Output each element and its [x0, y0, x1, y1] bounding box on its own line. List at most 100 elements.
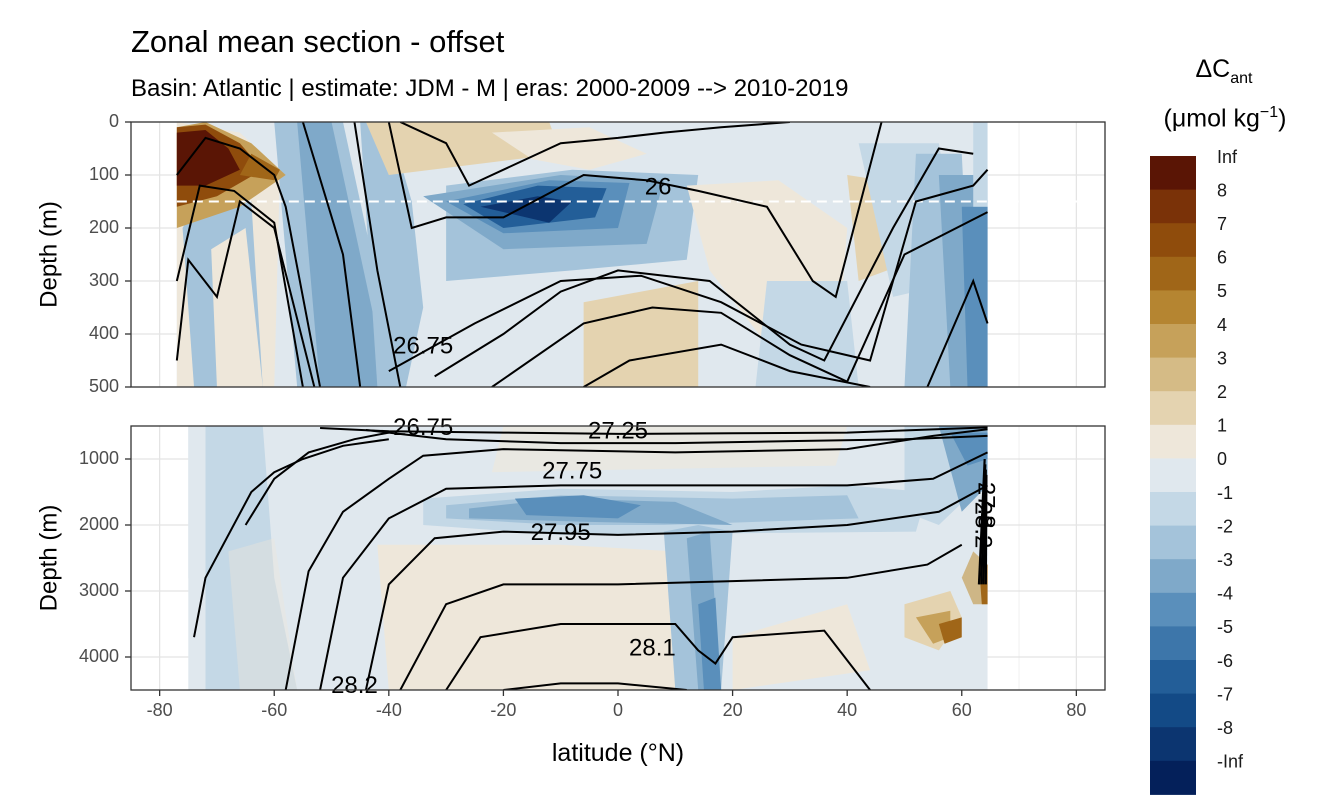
- isopycnal-line: [353, 122, 402, 387]
- isopycnal-line: [491, 211, 989, 387]
- contour-label: 26.75: [393, 333, 453, 360]
- x-tick-label: 0: [613, 700, 623, 720]
- contour-label: 27.8: [972, 482, 999, 529]
- legend-label: 5: [1217, 281, 1227, 301]
- isopycnal-line: [434, 147, 974, 378]
- legend-swatch: [1150, 592, 1196, 627]
- contour-label: 28.2: [969, 502, 996, 549]
- contour-label: 27.95: [531, 519, 591, 546]
- legend-label: 2: [1217, 382, 1227, 402]
- legend-title: ΔCant: [1195, 55, 1253, 87]
- contour-band: [698, 597, 722, 690]
- legend-label: 4: [1217, 315, 1227, 335]
- y-axis-title: Depth (m): [35, 505, 62, 612]
- legend-units: (μmol kg−1): [1163, 104, 1287, 133]
- legend-label: -Inf: [1217, 752, 1244, 772]
- chart-subtitle: Basin: Atlantic | estimate: JDM - M | er…: [131, 75, 849, 102]
- contour-band: [491, 426, 848, 473]
- isopycnal-line: [364, 484, 989, 690]
- legend-label: -4: [1217, 584, 1233, 604]
- x-tick-label: 40: [837, 700, 857, 720]
- legend-swatch: [1150, 727, 1196, 762]
- isopycnal-lines: [175, 122, 989, 387]
- x-tick-label: 80: [1066, 700, 1086, 720]
- contour-band: [176, 129, 240, 186]
- y-tick-label: 2000: [79, 514, 119, 534]
- legend-label: -5: [1217, 617, 1233, 637]
- legend-swatch: [1150, 660, 1196, 695]
- panel-border: [130, 121, 1106, 388]
- y-tick-label: 0: [109, 111, 119, 131]
- contour-band: [973, 122, 988, 207]
- legend-swatch: [1150, 324, 1196, 359]
- isopycnal-line: [301, 122, 362, 387]
- isopycnal-line: [193, 438, 389, 638]
- legend-label: 0: [1217, 449, 1227, 469]
- isopycnal-line: [399, 543, 963, 690]
- isopycnal-line: [175, 199, 316, 387]
- contour-band: [514, 495, 641, 519]
- legend-swatch: [1150, 458, 1196, 493]
- y-tick-label: 300: [89, 270, 119, 290]
- legend-swatch: [1150, 391, 1196, 426]
- y-tick-label: 200: [89, 217, 119, 237]
- x-axis-title: latitude (°N): [552, 739, 684, 767]
- legend-label: -2: [1217, 516, 1233, 536]
- contour-band: [239, 153, 280, 181]
- isopycnal-line: [365, 428, 988, 445]
- isopycnal-line: [399, 122, 790, 187]
- legend-swatch: [1150, 693, 1196, 728]
- x-tick-label: -20: [490, 700, 516, 720]
- legend-label: -3: [1217, 550, 1233, 570]
- isopycnal-line: [175, 184, 304, 387]
- contour-band: [583, 281, 699, 387]
- contour-band: [360, 122, 424, 387]
- legend-swatch: [1150, 156, 1196, 191]
- y-tick-label: 3000: [79, 580, 119, 600]
- legend-swatch: [1150, 525, 1196, 560]
- isopycnal-lines: [193, 426, 989, 690]
- isopycnal-line: [388, 169, 989, 372]
- legend-swatch: [1150, 492, 1196, 527]
- legend-swatch: [1150, 424, 1196, 459]
- color-legend: Inf 8 7 6 5 4 3 2 1 0 -1 -2 -3 -4 -5 -6 -7 -8 -Inf: [1150, 147, 1244, 795]
- legend-label: 1: [1217, 416, 1227, 436]
- legend-swatch: [1150, 189, 1196, 224]
- x-tick-label: 60: [952, 700, 972, 720]
- isopycnal-line: [445, 623, 871, 690]
- legend-label: 8: [1217, 180, 1227, 200]
- isopycnal-line: [244, 431, 390, 526]
- isopycnal-line: [319, 451, 988, 690]
- contour-label: 27.75: [542, 458, 602, 485]
- legend-label: -7: [1217, 684, 1233, 704]
- contour-band: [755, 281, 859, 387]
- chart-title: Zonal mean section - offset: [131, 24, 505, 59]
- y-tick-label: 100: [89, 164, 119, 184]
- legend-label: 3: [1217, 348, 1227, 368]
- legend-label: 7: [1217, 214, 1227, 234]
- contour-band: [228, 538, 298, 690]
- isopycnal-line: [284, 428, 988, 690]
- x-tick-label: -60: [261, 700, 287, 720]
- panel-upper: 26 26.75 0 100 200 300 400 500 Depth (m): [35, 111, 1106, 396]
- contour-band: [205, 426, 298, 690]
- isopycnal-line: [503, 682, 687, 690]
- x-tick-label: -80: [147, 700, 173, 720]
- isopycnal-line: [176, 136, 322, 387]
- legend-label: -8: [1217, 718, 1233, 738]
- contour-label: 28.1: [629, 634, 676, 661]
- y-tick-label: 500: [89, 376, 119, 396]
- contour-band: [480, 196, 573, 223]
- contour-band: [732, 604, 871, 690]
- y-axis-title: Depth (m): [35, 201, 62, 308]
- legend-label: 6: [1217, 248, 1227, 268]
- panel-lower: 26.75 27.2527.7527.9528.128.228.227.81000…: [35, 414, 1106, 767]
- y-tick-label: 400: [89, 323, 119, 343]
- legend-label: -6: [1217, 651, 1233, 671]
- legend-swatch: [1150, 290, 1196, 325]
- x-tick-label: 20: [723, 700, 743, 720]
- contour-band: [938, 617, 962, 644]
- filled-contours: [176, 122, 988, 387]
- legend-label: -1: [1217, 483, 1233, 503]
